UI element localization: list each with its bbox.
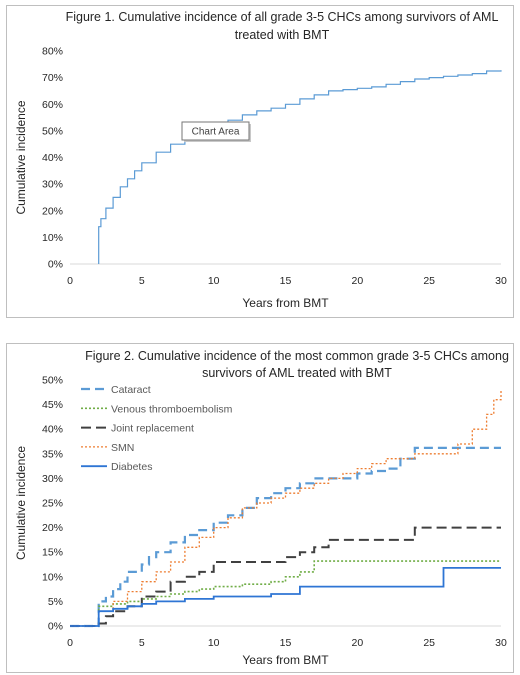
chart-1-y-tick-label: 80% — [42, 46, 63, 58]
chart-2-y-tick-label: 25% — [42, 498, 63, 510]
chart-2-legend-label-smn: SMN — [111, 442, 134, 454]
chart-1-y-tick-label: 40% — [42, 152, 63, 164]
chart-1-x-tick-label: 25 — [423, 275, 435, 287]
chart-1-x-tick-label: 30 — [495, 275, 507, 287]
chart-2-y-tick-label: 10% — [42, 571, 63, 583]
chart-2-y-tick-label: 30% — [42, 473, 63, 485]
chart-2-x-tick-label: 10 — [208, 637, 220, 649]
chart-1-title-line: Figure 1. Cumulative incidence of all gr… — [66, 10, 499, 24]
chart-1-svg: Figure 1. Cumulative incidence of all gr… — [14, 10, 507, 310]
chart-1-y-tick-label: 0% — [48, 259, 63, 271]
chart-2-series-line-diabetes — [70, 567, 501, 627]
chart-2-x-axis-label: Years from BMT — [242, 653, 329, 667]
chart-2-series-line-venous-thromboembolism — [70, 560, 501, 627]
chart-2-title-line: survivors of AML treated with BMT — [202, 366, 392, 380]
chart-2-title-line: Figure 2. Cumulative incidence of the mo… — [85, 349, 509, 363]
chart-2-x-tick-label: 15 — [280, 637, 292, 649]
chart-1-x-tick-label: 0 — [67, 275, 73, 287]
chart-1-title-line: treated with BMT — [235, 28, 330, 42]
chart-2-x-tick-label: 30 — [495, 637, 507, 649]
chart-1-y-tick-label: 30% — [42, 179, 63, 191]
chart-1-x-tick-label: 5 — [139, 275, 145, 287]
chart-2-series-line-cataract — [70, 446, 501, 628]
chart-1-y-tick-label: 20% — [42, 205, 63, 217]
chart-2-x-tick-label: 0 — [67, 637, 73, 649]
chart-2-x-tick-label: 5 — [139, 637, 145, 649]
chart-2-y-tick-label: 15% — [42, 547, 63, 559]
chart-1-series-line-series — [98, 70, 502, 264]
chart-1-y-tick-label: 10% — [42, 232, 63, 244]
chart-2-svg: Figure 2. Cumulative incidence of the mo… — [14, 349, 509, 667]
chart-2-series-line-joint-replacement — [70, 526, 501, 627]
chart-2-y-tick-label: 45% — [42, 399, 63, 411]
chart-1-x-tick-label: 20 — [351, 275, 363, 287]
chart-2-y-tick-label: 5% — [48, 596, 63, 608]
chart-1-y-tick-label: 60% — [42, 99, 63, 111]
chart-2-series-line-smn — [70, 389, 502, 627]
chart-2-y-tick-label: 40% — [42, 424, 63, 436]
chart-1-y-axis-label: Cumulative incidence — [14, 100, 28, 214]
chart-1-x-axis-label: Years from BMT — [242, 296, 329, 310]
chart-2-y-tick-label: 50% — [42, 375, 63, 387]
chart-1-x-tick-label: 15 — [280, 275, 292, 287]
chart-1-y-tick-label: 70% — [42, 72, 63, 84]
chart-2-y-axis-label: Cumulative incidence — [14, 446, 28, 560]
chart-2-legend-label-joint-replacement: Joint replacement — [111, 423, 194, 435]
chart-2-x-tick-label: 20 — [351, 637, 363, 649]
chart-2-y-tick-label: 20% — [42, 522, 63, 534]
chart-1-tooltip-box — [181, 121, 250, 141]
chart-panel-1: Figure 1. Cumulative incidence of all gr… — [6, 5, 514, 318]
chart-2-legend-label-diabetes: Diabetes — [111, 461, 152, 473]
chart-2-y-tick-label: 0% — [48, 621, 63, 633]
chart-1-y-tick-label: 50% — [42, 125, 63, 137]
chart-panel-2: Figure 2. Cumulative incidence of the mo… — [6, 343, 514, 673]
chart-2-legend-label-venous-thromboembolism: Venous thromboembolism — [111, 403, 233, 415]
chart-1-x-tick-label: 10 — [208, 275, 220, 287]
chart-2-x-tick-label: 25 — [423, 637, 435, 649]
chart-2-legend-label-cataract: Cataract — [111, 384, 151, 396]
chart-2-y-tick-label: 35% — [42, 448, 63, 460]
chart-1-tooltip-text: Chart Area — [192, 127, 240, 138]
